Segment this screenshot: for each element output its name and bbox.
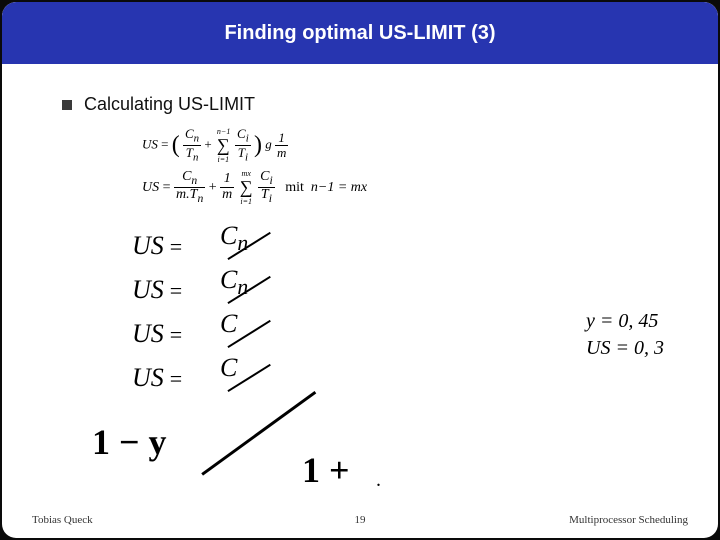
equations-block: US = ( Cn Tn + n−1 ∑ i=1 Ci Ti )	[142, 127, 658, 497]
bullet-label: Calculating US-LIMIT	[84, 94, 255, 115]
big-slash-icon	[201, 391, 316, 475]
skew-item: US= Cn	[132, 223, 352, 265]
bullet-row: Calculating US-LIMIT	[62, 94, 658, 115]
side-values: y = 0, 45 US = 0, 3	[586, 308, 664, 362]
slide-header: Finding optimal US-LIMIT (3)	[2, 2, 718, 64]
big-numerator: 1 − y	[92, 421, 167, 463]
equation-1: US = ( Cn Tn + n−1 ∑ i=1 Ci Ti )	[142, 127, 658, 164]
big-denominator: 1 +	[302, 449, 350, 491]
slide: Finding optimal US-LIMIT (3) Calculating…	[2, 2, 718, 538]
eq2-lhs: US	[142, 180, 159, 195]
equation-2: US = Cn m.Tn + 1 m mx ∑ i=1 Ci	[142, 170, 658, 205]
side-y: y = 0, 45	[586, 308, 664, 335]
skew-item: US= Cn	[132, 267, 352, 309]
slide-footer: Tobias Queck 19 Multiprocessor Schedulin…	[2, 508, 718, 532]
slide-title: Finding optimal US-LIMIT (3)	[224, 22, 495, 45]
eq1-lhs: US	[142, 136, 158, 151]
big-fraction: 1 − y 1 + .	[92, 407, 658, 497]
skew-item: US= C	[132, 355, 352, 397]
footer-page: 19	[2, 514, 718, 526]
bullet-square-icon	[62, 100, 72, 110]
summation-icon: n−1 ∑ i=1	[217, 135, 230, 156]
skew-equations: US= Cn US= Cn US= C	[132, 223, 658, 397]
side-us: US = 0, 3	[586, 335, 664, 362]
skew-item: US= C	[132, 311, 352, 353]
summation-icon: mx ∑ i=1	[240, 177, 253, 198]
slide-body: Calculating US-LIMIT US = ( Cn Tn + n−1 …	[2, 64, 718, 508]
